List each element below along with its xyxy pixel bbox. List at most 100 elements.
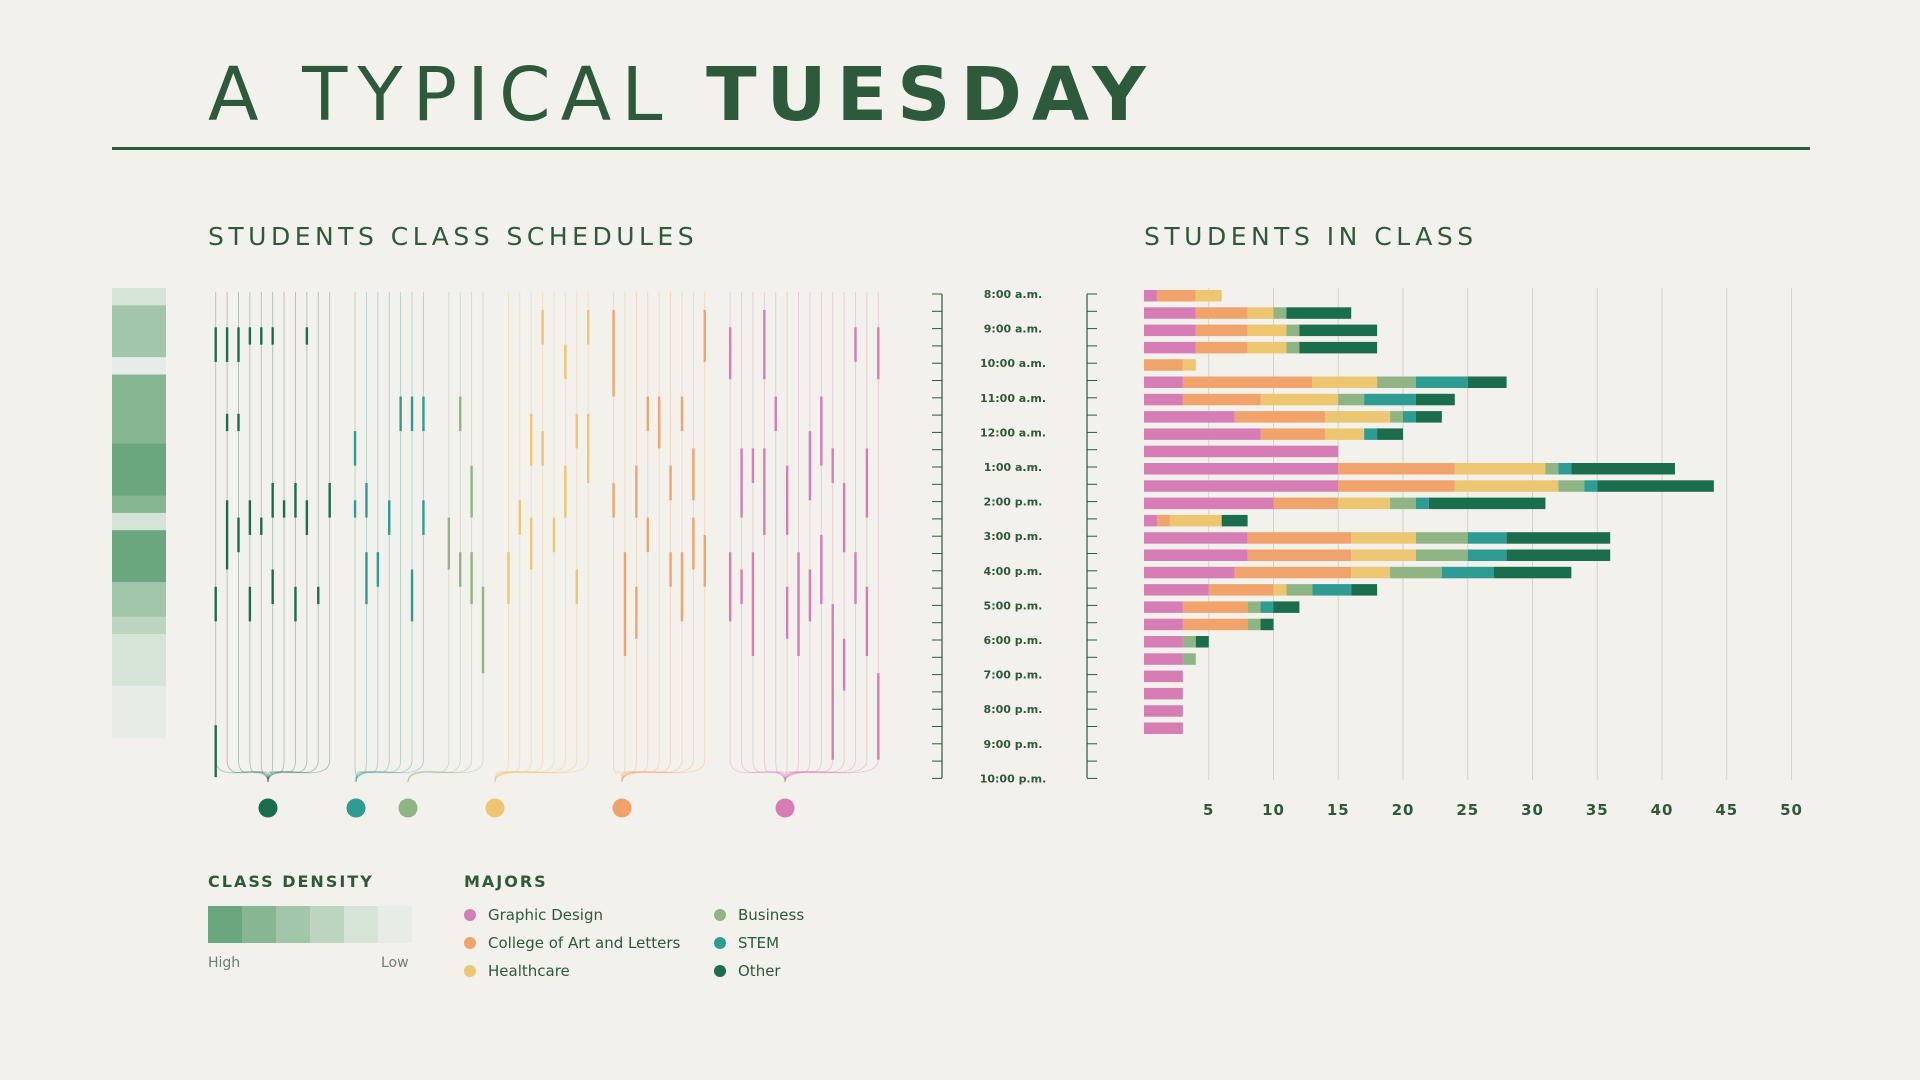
density-legend-title: CLASS DENSITY bbox=[208, 872, 374, 891]
time-label: 7:00 p.m. bbox=[984, 669, 1043, 682]
bar-segment bbox=[1247, 532, 1352, 544]
density-cell bbox=[112, 616, 166, 635]
time-label: 4:00 p.m. bbox=[984, 565, 1043, 578]
major-dot-icon bbox=[464, 965, 476, 977]
major-node bbox=[258, 798, 278, 818]
bar-segment bbox=[1467, 376, 1507, 388]
bar-segment bbox=[1144, 601, 1183, 613]
time-label: 10:00 p.m. bbox=[980, 772, 1047, 785]
schedule-thread bbox=[494, 292, 532, 783]
bar-segment bbox=[1286, 324, 1300, 337]
schedule-thread bbox=[775, 292, 786, 783]
bar-segment bbox=[1506, 532, 1611, 544]
schedule-thread bbox=[784, 292, 811, 783]
major-legend-item: Business bbox=[714, 906, 804, 924]
density-cell bbox=[112, 564, 166, 583]
schedule-thread bbox=[355, 292, 379, 783]
bar-segment bbox=[1415, 376, 1468, 388]
bar-segment bbox=[1351, 532, 1416, 544]
bar-segment bbox=[1467, 549, 1507, 561]
bar-segment bbox=[1144, 653, 1183, 665]
bar-segment bbox=[1144, 480, 1339, 492]
x-tick-label: 20 bbox=[1392, 801, 1415, 819]
bar-segment bbox=[1273, 584, 1287, 596]
bar-segment bbox=[1454, 480, 1559, 492]
majors-legend-title: MAJORS bbox=[464, 872, 548, 891]
bar-segment bbox=[1377, 376, 1416, 388]
bar-segment bbox=[1234, 411, 1326, 423]
bar-segment bbox=[1260, 618, 1274, 631]
density-low-label: Low bbox=[381, 955, 409, 971]
bar-segment bbox=[1364, 428, 1378, 440]
bar-segment bbox=[1144, 376, 1183, 388]
schedule-thread bbox=[784, 292, 868, 783]
density-cell bbox=[112, 426, 166, 445]
density-cell bbox=[112, 547, 166, 566]
x-tick-label: 25 bbox=[1456, 801, 1479, 819]
schedule-thread bbox=[494, 292, 578, 783]
bar-segment bbox=[1286, 307, 1352, 319]
density-cell bbox=[112, 668, 166, 687]
bar-segment bbox=[1312, 584, 1352, 596]
density-cell bbox=[112, 409, 166, 427]
bar-segment bbox=[1144, 359, 1183, 371]
bar-segment bbox=[1351, 549, 1416, 561]
major-legend-item: Healthcare bbox=[464, 962, 570, 980]
bar-segment bbox=[1182, 393, 1261, 406]
bar-segment bbox=[1247, 549, 1352, 561]
bar-segment bbox=[1247, 341, 1287, 354]
bar-segment bbox=[1584, 480, 1598, 492]
time-label: 8:00 a.m. bbox=[984, 288, 1042, 301]
schedule-thread bbox=[354, 292, 357, 783]
schedule-thread bbox=[784, 292, 822, 783]
bar-segment bbox=[1144, 584, 1209, 596]
time-label: 1:00 a.m. bbox=[984, 461, 1042, 474]
density-cell bbox=[112, 720, 166, 739]
density-swatch bbox=[310, 906, 344, 943]
bar-segment bbox=[1144, 307, 1196, 319]
major-node bbox=[346, 798, 366, 818]
density-cell bbox=[112, 685, 166, 704]
bar-segment bbox=[1247, 307, 1274, 319]
schedule-thread bbox=[407, 292, 461, 783]
density-swatch bbox=[242, 906, 276, 943]
bar-segment bbox=[1195, 324, 1248, 337]
schedule-thread bbox=[267, 292, 319, 783]
bar-segment bbox=[1545, 463, 1559, 475]
bar-segment bbox=[1144, 566, 1235, 579]
density-swatch bbox=[344, 906, 378, 943]
bar-segment bbox=[1467, 532, 1507, 544]
bar-segment bbox=[1144, 393, 1183, 406]
major-legend-item: STEM bbox=[714, 934, 779, 952]
density-cell bbox=[112, 357, 166, 375]
major-legend-item: College of Art and Letters bbox=[464, 934, 680, 952]
density-cell bbox=[112, 305, 166, 324]
density-cell bbox=[112, 478, 166, 497]
density-cell bbox=[112, 391, 166, 410]
bar-segment bbox=[1260, 393, 1339, 406]
schedule-thread bbox=[763, 292, 786, 783]
bar-segment bbox=[1415, 532, 1468, 544]
bar-segment bbox=[1144, 497, 1274, 510]
bar-segment bbox=[1195, 341, 1248, 354]
bar-segment bbox=[1144, 687, 1183, 700]
density-cell bbox=[112, 339, 166, 358]
density-cell bbox=[112, 461, 166, 479]
schedule-thread bbox=[355, 292, 367, 783]
schedule-thread bbox=[249, 292, 269, 783]
bar-segment bbox=[1234, 566, 1352, 579]
bar-segment bbox=[1338, 480, 1455, 492]
bar-segment bbox=[1144, 636, 1183, 648]
x-tick-label: 40 bbox=[1651, 801, 1674, 819]
bar-segment bbox=[1273, 601, 1300, 613]
major-dot-icon bbox=[464, 909, 476, 921]
bar-segment bbox=[1415, 549, 1468, 561]
density-cell bbox=[112, 651, 166, 670]
bar-segment bbox=[1325, 411, 1391, 423]
time-label: 8:00 p.m. bbox=[984, 703, 1043, 716]
density-swatch bbox=[208, 906, 242, 943]
schedule-thread bbox=[621, 292, 649, 783]
bar-segment bbox=[1558, 463, 1572, 475]
bar-segment bbox=[1195, 636, 1209, 648]
schedule-thread bbox=[784, 292, 788, 783]
